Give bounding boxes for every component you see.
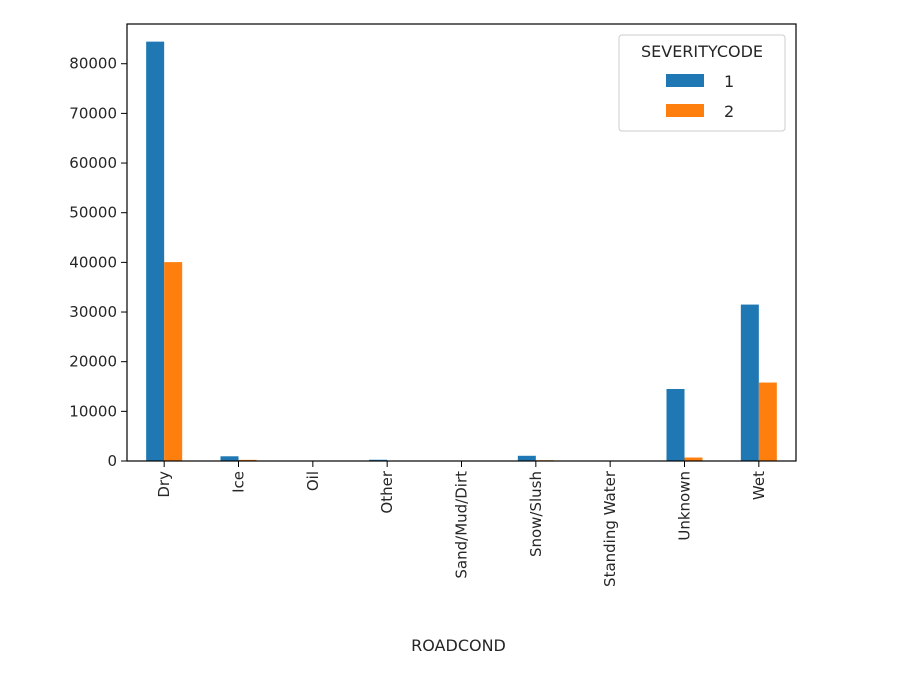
bar-dry-series-2 xyxy=(164,262,182,461)
x-tick-label: Snow/Slush xyxy=(527,471,545,557)
y-tick-label: 50000 xyxy=(69,204,117,222)
x-tick-label: Unknown xyxy=(676,471,694,541)
bar-wet-series-2 xyxy=(759,383,777,461)
bar-unknown-series-1 xyxy=(667,389,685,461)
x-tick-label: Oil xyxy=(304,471,322,491)
y-axis: 0 10000 20000 30000 40000 50000 60000 70000 8000… xyxy=(69,55,127,470)
legend-label-2: 2 xyxy=(724,102,734,121)
y-tick-label: 30000 xyxy=(69,303,117,321)
y-tick-label: 60000 xyxy=(69,154,117,172)
bar-dry-series-1 xyxy=(146,42,164,461)
legend-swatch-2 xyxy=(666,104,704,117)
x-tick-label: Ice xyxy=(230,471,248,493)
x-tick-label: Sand/Mud/Dirt xyxy=(453,471,471,579)
y-tick-label: 10000 xyxy=(69,402,117,420)
legend-title: SEVERITYCODE xyxy=(641,42,763,61)
y-tick-label: 20000 xyxy=(69,353,117,371)
y-tick-label: 40000 xyxy=(69,253,117,271)
legend: SEVERITYCODE 1 2 xyxy=(619,35,785,131)
bar-ice-series-1 xyxy=(221,456,239,461)
y-tick-label: 70000 xyxy=(69,104,117,122)
x-tick-label: Wet xyxy=(750,471,768,500)
y-tick-label: 80000 xyxy=(69,55,117,73)
legend-swatch-1 xyxy=(666,74,704,87)
x-axis-title: ROADCOND xyxy=(411,636,506,655)
x-tick-label: Standing Water xyxy=(601,470,619,587)
bar-wet-series-1 xyxy=(741,305,759,461)
x-axis: Dry Ice Oil Other Sand/Mud/Dirt Snow/Slush Sta… xyxy=(155,461,768,587)
bar-snow-slush-series-1 xyxy=(518,456,536,461)
legend-label-1: 1 xyxy=(724,72,734,91)
x-tick-label: Dry xyxy=(155,471,173,498)
y-tick-label: 0 xyxy=(107,452,117,470)
x-tick-label: Other xyxy=(378,470,396,513)
